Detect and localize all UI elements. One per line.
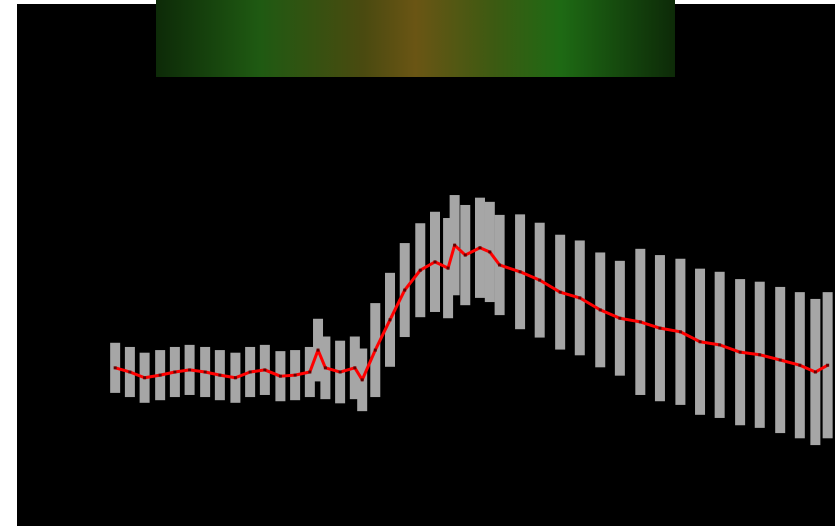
data-point xyxy=(498,264,501,267)
data-point xyxy=(308,371,311,374)
data-point xyxy=(128,371,131,374)
data-point xyxy=(389,318,392,321)
data-point xyxy=(814,371,817,374)
data-point xyxy=(447,267,450,270)
data-point xyxy=(361,378,364,381)
data-point xyxy=(599,308,602,311)
data-point xyxy=(519,270,522,273)
data-point xyxy=(639,320,642,323)
data-point xyxy=(218,374,221,377)
data-point xyxy=(826,364,829,367)
data-point xyxy=(324,366,327,369)
data-point xyxy=(559,291,562,294)
data-point xyxy=(234,376,237,379)
data-point xyxy=(679,330,682,333)
data-point xyxy=(464,254,467,257)
data-point xyxy=(453,244,456,247)
data-point xyxy=(488,250,491,253)
data-point xyxy=(173,371,176,374)
data-point xyxy=(739,351,742,354)
data-point xyxy=(798,364,801,367)
plot-area xyxy=(17,4,835,526)
data-point xyxy=(578,296,581,299)
data-point xyxy=(403,289,406,292)
data-point xyxy=(433,260,436,263)
data-point xyxy=(353,366,356,369)
data-point xyxy=(249,371,252,374)
data-point xyxy=(374,349,377,352)
data-point xyxy=(294,374,297,377)
data-point xyxy=(159,374,162,377)
data-point xyxy=(204,371,207,374)
data-point xyxy=(143,376,146,379)
chart xyxy=(0,0,835,526)
data-point xyxy=(114,366,117,369)
data-point xyxy=(618,317,621,320)
data-point xyxy=(718,343,721,346)
data-point xyxy=(758,353,761,356)
data-point xyxy=(263,368,266,371)
data-point xyxy=(279,375,282,378)
microscopy-image xyxy=(156,0,675,77)
data-point xyxy=(478,246,481,249)
data-point xyxy=(779,359,782,362)
data-point xyxy=(419,269,422,272)
data-point xyxy=(699,340,702,343)
data-point xyxy=(339,371,342,374)
data-point xyxy=(658,327,661,330)
data-point xyxy=(538,279,541,282)
data-point xyxy=(188,368,191,371)
data-point xyxy=(317,349,320,352)
